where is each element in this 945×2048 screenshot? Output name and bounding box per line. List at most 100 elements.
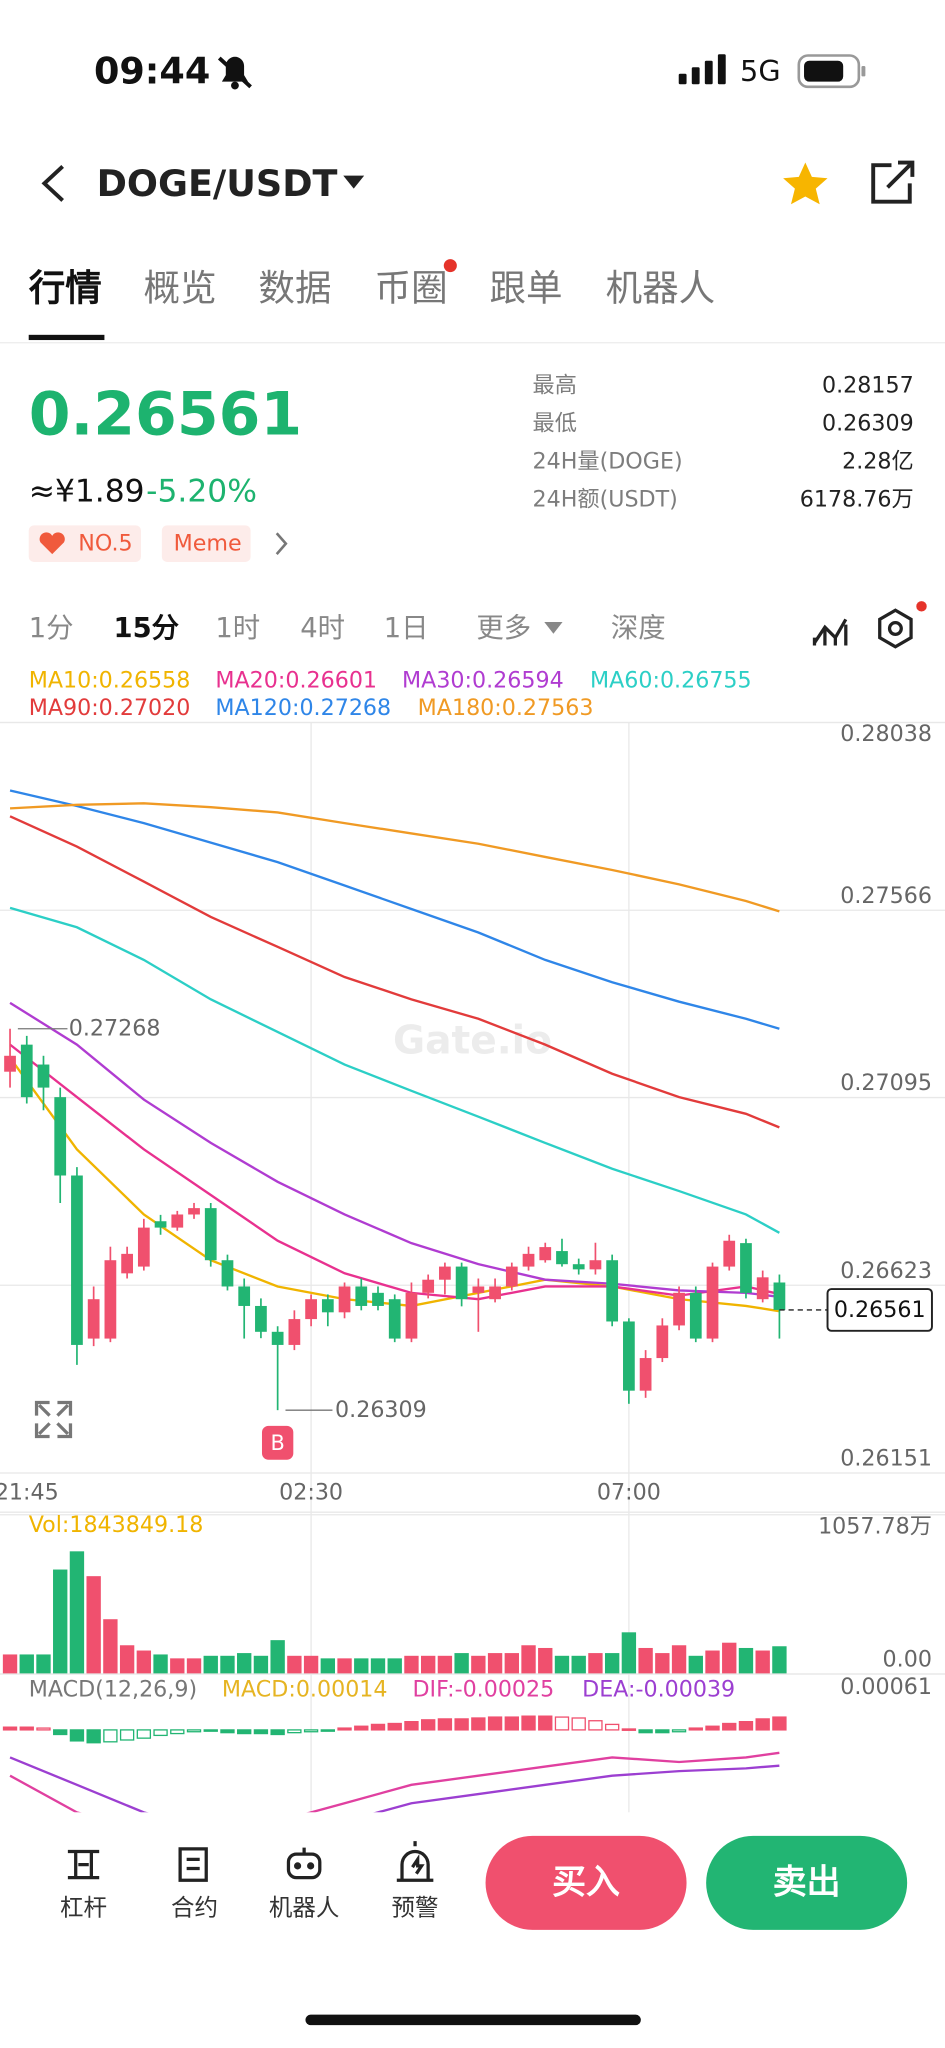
macd-bar	[2, 1726, 18, 1731]
fullscreen-button[interactable]	[34, 1400, 73, 1439]
interval[interactable]: 1时	[215, 613, 260, 644]
low-label: 0.26309	[335, 1397, 427, 1423]
sell-button[interactable]	[706, 1835, 908, 1930]
candle-body	[54, 1097, 67, 1176]
candle-body	[71, 1175, 83, 1345]
macd-bar	[621, 1728, 637, 1731]
pair-title[interactable]: DOGE/USDT	[97, 162, 338, 205]
macd-bar	[454, 1718, 469, 1731]
notice-dot	[443, 259, 457, 273]
volume-bar	[604, 1653, 620, 1675]
volume-bar	[487, 1653, 503, 1675]
interval[interactable]: 4时	[300, 613, 345, 644]
sell-label[interactable]: 卖出	[773, 1863, 841, 1902]
candle-body	[87, 1299, 100, 1339]
candle-body	[154, 1221, 167, 1228]
candle-body	[188, 1208, 200, 1215]
stat-label: 最低	[533, 411, 577, 437]
tab[interactable]: 数据	[258, 266, 331, 309]
volume-bar	[454, 1653, 469, 1675]
macd-bar	[69, 1729, 85, 1742]
candle-body	[706, 1266, 719, 1339]
candle-body	[104, 1260, 117, 1339]
category-tag[interactable]	[161, 525, 251, 562]
interval[interactable]: 更多	[476, 613, 531, 644]
y-tick-label: 0.27566	[840, 883, 932, 909]
tag-chevron[interactable]	[275, 532, 288, 555]
interval[interactable]: 15分	[114, 613, 180, 644]
contract-icon[interactable]	[178, 1847, 208, 1882]
buy-button[interactable]	[485, 1835, 687, 1930]
indicator-button[interactable]	[812, 618, 848, 646]
interval[interactable]: 1分	[29, 613, 74, 644]
candle-body	[121, 1253, 133, 1274]
mute-icon	[217, 56, 252, 90]
volume-bar	[119, 1645, 135, 1675]
nav: 杠杆 合约 机器人 预警	[60, 1894, 439, 1922]
candle-body	[405, 1292, 418, 1339]
interval[interactable]: 1日	[384, 613, 429, 644]
nav-label[interactable]: 杠杆	[60, 1894, 107, 1922]
tab[interactable]: 行情	[29, 266, 102, 309]
charts: 0.28038 0.27566 0.27095 0.26623 0.26151 21:45…	[0, 668, 945, 1813]
legend-entry: DIF:-0.00025	[412, 1677, 554, 1703]
nav-label[interactable]: 预警	[392, 1894, 439, 1922]
legend-entry: MA30:0.26594	[402, 668, 564, 694]
settings-button[interactable]	[878, 601, 927, 649]
macd-bar	[153, 1729, 168, 1737]
robot-icon[interactable]	[286, 1847, 322, 1880]
candle-body	[4, 1055, 16, 1072]
macd-bar	[370, 1723, 386, 1731]
legend-entry: MA180:0.27563	[418, 695, 594, 721]
stat-value: 2.28亿	[842, 448, 914, 474]
home-indicator	[305, 2014, 641, 2026]
macd-bar	[772, 1716, 787, 1731]
candle-body	[439, 1266, 451, 1280]
status-time: 09:44	[94, 50, 210, 93]
volume-bar	[571, 1655, 586, 1675]
macd-bar	[688, 1727, 703, 1731]
macd-bar	[119, 1729, 135, 1741]
indicator-line	[9, 802, 780, 913]
pair-dropdown[interactable]	[343, 175, 365, 189]
volume-bar	[621, 1632, 637, 1675]
tab[interactable]: 机器人	[606, 266, 716, 309]
macd-bar	[53, 1729, 68, 1736]
candle-body	[589, 1260, 602, 1270]
alert-icon[interactable]	[396, 1841, 434, 1882]
nav-label[interactable]: 合约	[171, 1894, 218, 1922]
nav-label[interactable]: 机器人	[269, 1894, 339, 1922]
candle-body	[489, 1286, 501, 1300]
x-tick-label: 21:45	[0, 1480, 59, 1506]
leverage-icon[interactable]	[67, 1849, 100, 1880]
candle-body	[422, 1279, 435, 1293]
candle-body	[255, 1305, 267, 1332]
macd-bar	[655, 1729, 670, 1734]
volume-bar	[2, 1654, 18, 1675]
interval[interactable]: 深度	[611, 613, 666, 644]
last-price-box	[826, 1288, 933, 1332]
macd-bar	[354, 1725, 369, 1731]
back-button[interactable]	[41, 165, 64, 202]
macd-bar	[86, 1729, 101, 1744]
share-button[interactable]	[871, 160, 915, 204]
volume-bar	[103, 1619, 118, 1675]
macd-bar	[203, 1729, 218, 1732]
tab[interactable]: 跟单	[489, 266, 562, 309]
interval-bar: 1分 15分 1时 4时 1日 更多 深度	[29, 613, 666, 644]
last-price-label: 0.26561	[834, 1297, 926, 1323]
macd-bar	[521, 1715, 536, 1731]
macd-bar	[136, 1729, 152, 1739]
macd-bar	[19, 1726, 34, 1731]
trade-marker[interactable]	[261, 1425, 294, 1460]
candle-body	[656, 1325, 669, 1359]
favorite-star[interactable]	[783, 162, 828, 205]
tab[interactable]: 币圈	[375, 266, 448, 309]
volume-bar	[420, 1655, 436, 1675]
cny-price: ≈¥1.89	[29, 473, 145, 509]
volume-bar	[588, 1653, 603, 1675]
tab[interactable]: 概览	[144, 266, 217, 309]
buy-label[interactable]: 买入	[552, 1863, 620, 1902]
volume-bar	[270, 1640, 285, 1675]
candle-body	[639, 1358, 652, 1391]
